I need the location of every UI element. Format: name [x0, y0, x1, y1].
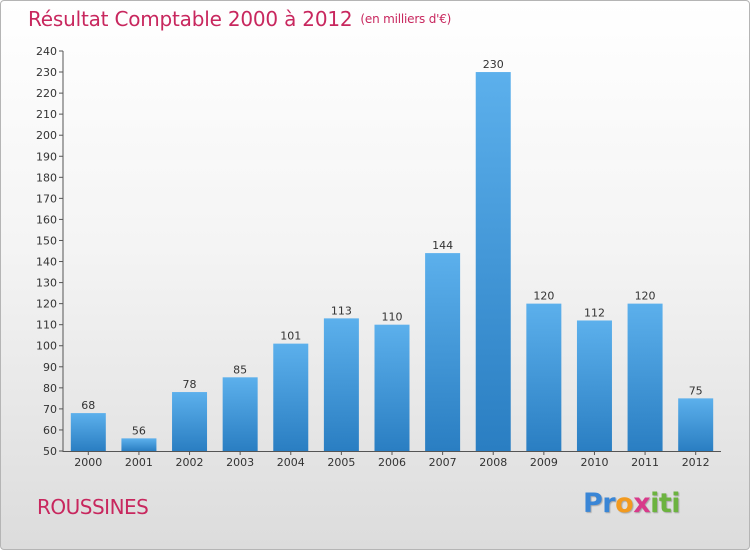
bar-2012 [678, 398, 714, 451]
data-label-2009: 120 [533, 290, 554, 303]
data-label-2012: 75 [689, 384, 703, 397]
y-tick-label: 70 [43, 403, 57, 416]
proxiti-logo: Proxiti [583, 488, 681, 519]
x-tick-label-2012: 2012 [682, 456, 710, 469]
data-label-2003: 85 [233, 363, 247, 376]
x-tick-label-2009: 2009 [530, 456, 558, 469]
y-tick-label: 210 [36, 108, 57, 121]
logo-letter: P [583, 488, 603, 519]
y-tick-label: 180 [36, 171, 57, 184]
bar-2008 [475, 72, 511, 451]
data-label-2008: 230 [483, 58, 504, 71]
x-tick-label-2010: 2010 [580, 456, 608, 469]
logo-letter: x [633, 488, 651, 519]
chart-title: Résultat Comptable 2000 à 2012 (en millie… [28, 7, 451, 31]
y-tick-label: 90 [43, 361, 57, 374]
bar-2010 [576, 320, 612, 451]
bar-2001 [121, 438, 157, 451]
data-label-2001: 56 [132, 424, 146, 437]
y-tick-label: 110 [36, 319, 57, 332]
logo-letter: o [615, 488, 634, 519]
y-tick-label: 230 [36, 66, 57, 79]
x-tick-label-2003: 2003 [226, 456, 254, 469]
x-tick-label-2008: 2008 [479, 456, 507, 469]
chart-title-text: Résultat Comptable 2000 à 2012 [28, 7, 353, 31]
y-tick-label: 240 [36, 45, 57, 58]
data-label-2000: 68 [81, 399, 95, 412]
y-tick-label: 170 [36, 192, 57, 205]
y-tick-label: 190 [36, 150, 57, 163]
y-tick-label: 120 [36, 298, 57, 311]
x-tick-label-2000: 2000 [74, 456, 102, 469]
x-tick-label-2004: 2004 [277, 456, 305, 469]
bar-2006 [374, 324, 410, 451]
bar-2002 [172, 392, 208, 451]
y-tick-label: 50 [43, 445, 57, 458]
x-tick-label-2005: 2005 [327, 456, 355, 469]
y-tick-label: 60 [43, 424, 57, 437]
data-label-2006: 110 [382, 311, 403, 324]
data-label-2004: 101 [280, 330, 301, 343]
y-tick-label: 140 [36, 256, 57, 269]
y-tick-label: 100 [36, 340, 57, 353]
x-tick-label-2001: 2001 [125, 456, 153, 469]
y-tick-label: 200 [36, 129, 57, 142]
commune-name: ROUSSINES [37, 495, 149, 519]
bar-2011 [627, 303, 663, 451]
data-label-2011: 120 [635, 290, 656, 303]
logo-letter: t [658, 488, 672, 519]
data-label-2002: 78 [183, 378, 197, 391]
bar-2009 [526, 303, 562, 451]
y-tick-label: 150 [36, 234, 57, 247]
logo-letter: r [602, 488, 616, 519]
bar-2005 [323, 318, 359, 451]
data-label-2005: 113 [331, 304, 352, 317]
data-label-2007: 144 [432, 239, 453, 252]
bar-2003 [222, 377, 258, 451]
logo-letter: i [650, 488, 659, 519]
y-tick-label: 80 [43, 382, 57, 395]
bar-2007 [425, 253, 461, 451]
y-tick-label: 160 [36, 213, 57, 226]
logo-letter: i [671, 488, 681, 519]
x-tick-label-2011: 2011 [631, 456, 659, 469]
data-label-2010: 112 [584, 306, 605, 319]
x-tick-label-2002: 2002 [176, 456, 204, 469]
y-tick-label: 130 [36, 277, 57, 290]
bar-2000 [70, 413, 106, 451]
y-tick-label: 220 [36, 87, 57, 100]
x-tick-label-2006: 2006 [378, 456, 406, 469]
x-tick-label-2007: 2007 [429, 456, 457, 469]
bar-2004 [273, 343, 309, 451]
chart-subtitle: (en milliers d'€) [360, 12, 452, 26]
